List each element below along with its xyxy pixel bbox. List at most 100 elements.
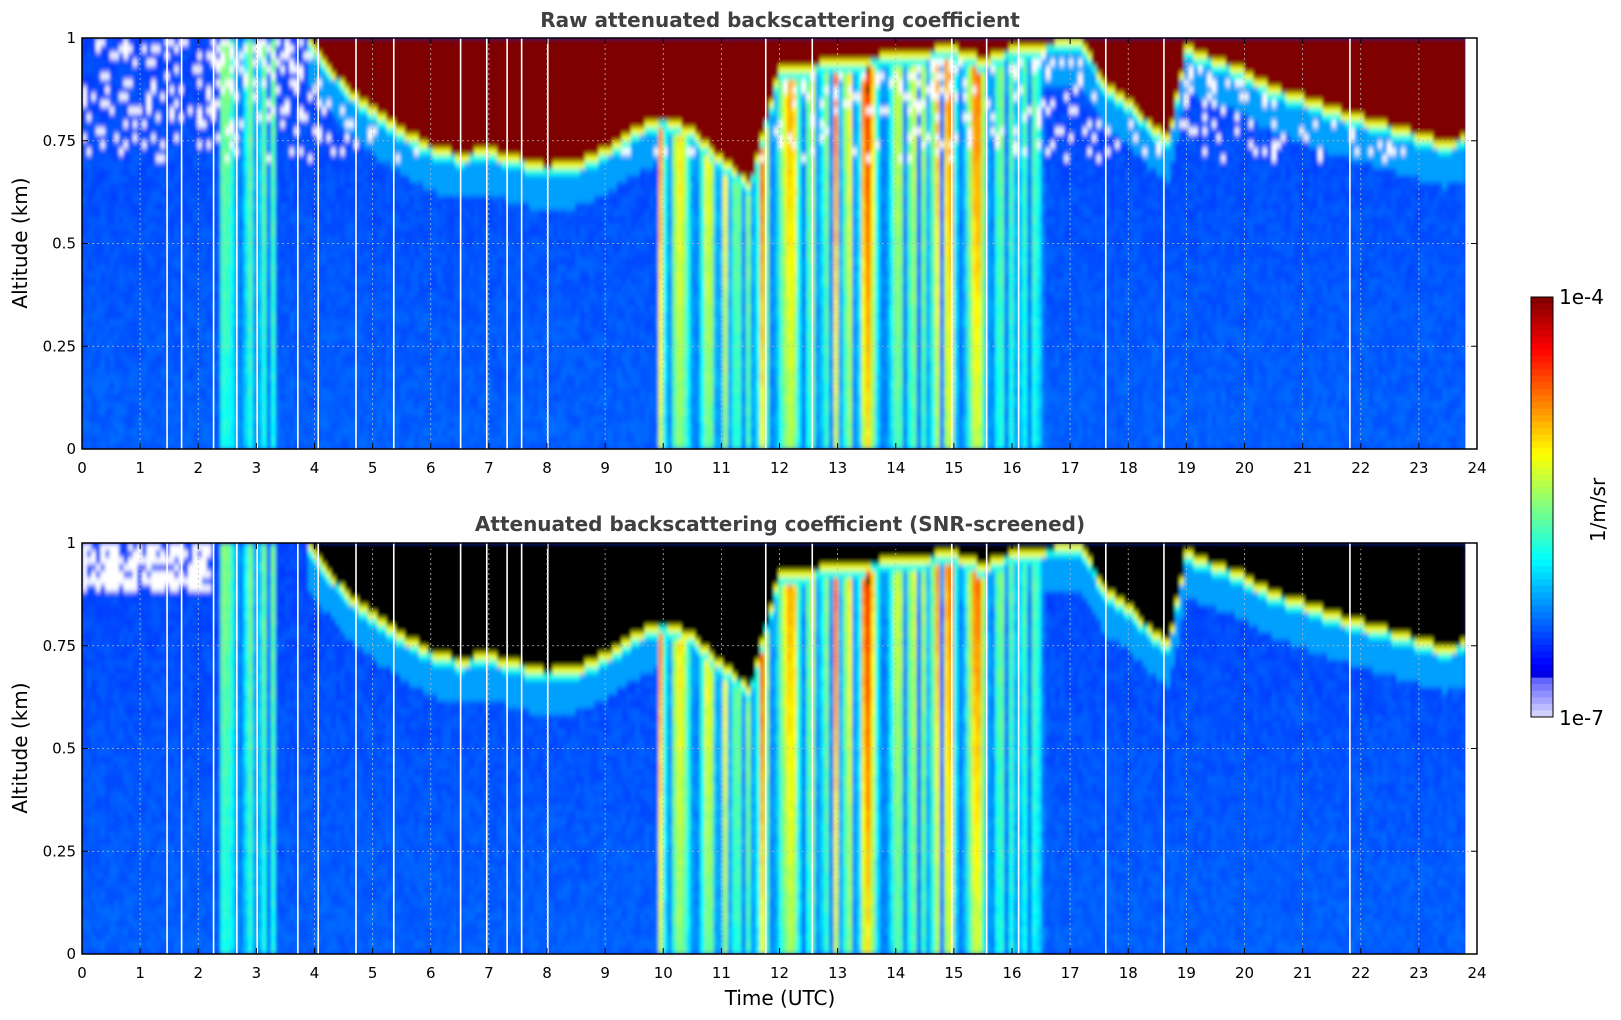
- colorbar-swatch: [1531, 375, 1553, 383]
- x-tick-label: 21: [1293, 964, 1312, 982]
- colorbar-swatch: [1531, 323, 1553, 331]
- x-tick-label: 5: [368, 964, 378, 982]
- x-axis-label: Time (UTC): [724, 986, 836, 1010]
- y-tick-label: 1: [66, 29, 76, 47]
- x-tick-label: 2: [193, 964, 203, 982]
- x-tick-label: 14: [886, 459, 905, 477]
- y-tick-label: 0.25: [43, 337, 76, 355]
- colorbar-swatch: [1531, 697, 1553, 705]
- colorbar-swatch: [1531, 493, 1553, 501]
- data-gap-line: [180, 543, 183, 954]
- panel-screened-ylabel: Altitude (km): [8, 682, 32, 813]
- colorbar-swatch: [1531, 303, 1553, 311]
- x-tick-label: 4: [310, 964, 320, 982]
- colorbar-swatch: [1531, 539, 1553, 547]
- data-gap-line: [1349, 543, 1351, 954]
- colorbar-swatch: [1531, 598, 1553, 606]
- colorbar-swatch: [1531, 487, 1553, 495]
- colorbar-swatch: [1531, 500, 1553, 508]
- colorbar-swatches: [1531, 297, 1553, 718]
- colorbar-swatch: [1531, 415, 1553, 423]
- panel-raw-ticks: 0 1 2 3 4 5 6 7 8 9 10 11 12 13 14 15 16 17 18 19 20 21 22 23 24…: [43, 29, 1487, 477]
- colorbar-swatch: [1531, 342, 1553, 350]
- colorbar-swatch: [1531, 507, 1553, 515]
- colorbar-swatch: [1531, 677, 1553, 685]
- colorbar-swatch: [1531, 461, 1553, 469]
- colorbar-swatch: [1531, 382, 1553, 390]
- colorbar-swatch: [1531, 592, 1553, 600]
- x-tick-label: 24: [1467, 459, 1486, 477]
- y-tick-label: 0: [66, 440, 76, 458]
- x-tick-label: 22: [1351, 459, 1370, 477]
- x-tick-label: 6: [426, 964, 436, 982]
- colorbar-swatch: [1531, 605, 1553, 613]
- colorbar-swatch: [1531, 454, 1553, 462]
- data-gap-line: [950, 543, 953, 954]
- data-gap-line: [985, 38, 988, 449]
- colorbar-swatch: [1531, 585, 1553, 593]
- colorbar-swatch: [1531, 428, 1553, 436]
- panel-raw-grid: [82, 38, 1477, 449]
- colorbar-swatch: [1531, 566, 1553, 574]
- colorbar-swatch: [1531, 657, 1553, 665]
- colorbar-swatch: [1531, 612, 1553, 620]
- colorbar-swatch: [1531, 690, 1553, 698]
- colorbar-swatch: [1531, 671, 1553, 679]
- x-tick-label: 17: [1061, 964, 1080, 982]
- data-gap-line: [950, 38, 953, 449]
- x-tick-label: 17: [1061, 459, 1080, 477]
- x-tick-label: 19: [1177, 964, 1196, 982]
- x-tick-label: 20: [1235, 459, 1254, 477]
- colorbar-swatch: [1531, 395, 1553, 403]
- panel-raw: Raw attenuated backscattering coefficien…: [8, 8, 1487, 477]
- colorbar-min-label: 1e-7: [1559, 706, 1604, 730]
- colorbar-swatch: [1531, 362, 1553, 370]
- colorbar-swatch: [1531, 638, 1553, 646]
- x-tick-label: 0: [77, 459, 87, 477]
- x-tick-label: 10: [654, 964, 673, 982]
- x-tick-label: 10: [654, 459, 673, 477]
- colorbar-swatch: [1531, 546, 1553, 554]
- panel-screened-ticks: 0 1 2 3 4 5 6 7 8 9 10 11 12 13 14 15 16 17 18 19 20 21 22 23 24…: [43, 534, 1487, 982]
- colorbar-swatch: [1531, 356, 1553, 364]
- colorbar-swatch: [1531, 310, 1553, 318]
- x-tick-label: 0: [77, 964, 87, 982]
- panel-screened-grid: [82, 543, 1477, 954]
- data-gap-line: [985, 543, 988, 954]
- x-tick-label: 13: [828, 459, 847, 477]
- x-tick-label: 15: [944, 964, 963, 982]
- heatmap-cells: [82, 543, 1466, 954]
- x-tick-label: 15: [944, 459, 963, 477]
- panel-raw-ylabel: Altitude (km): [8, 177, 32, 308]
- x-tick-label: 24: [1467, 964, 1486, 982]
- x-tick-label: 3: [252, 964, 262, 982]
- y-tick-label: 1: [66, 534, 76, 552]
- data-gap-line: [764, 543, 767, 954]
- colorbar-units-label: 1/m/sr: [1586, 477, 1610, 542]
- x-tick-label: 1: [135, 459, 145, 477]
- x-tick-label: 2: [193, 459, 203, 477]
- colorbar-swatch: [1531, 572, 1553, 580]
- colorbar-swatch: [1531, 447, 1553, 455]
- colorbar-swatch: [1531, 467, 1553, 475]
- x-tick-label: 7: [484, 459, 494, 477]
- colorbar-swatch: [1531, 349, 1553, 357]
- x-tick-label: 8: [542, 964, 552, 982]
- x-tick-label: 21: [1293, 459, 1312, 477]
- panel-screened-title: Attenuated backscattering coefficient (S…: [475, 512, 1085, 536]
- x-tick-label: 19: [1177, 459, 1196, 477]
- colorbar-swatch: [1531, 618, 1553, 626]
- data-gap-line: [485, 543, 488, 954]
- x-tick-label: 9: [600, 459, 610, 477]
- colorbar-frame: [1530, 296, 1554, 718]
- data-gap-line: [459, 543, 462, 954]
- colorbar-swatch: [1531, 644, 1553, 652]
- x-tick-label: 7: [484, 964, 494, 982]
- colorbar-swatch: [1531, 336, 1553, 344]
- x-tick-label: 23: [1409, 964, 1428, 982]
- x-tick-label: 11: [712, 964, 731, 982]
- colorbar-swatch: [1531, 520, 1553, 528]
- colorbar-swatch: [1531, 297, 1553, 305]
- x-tick-label: 1: [135, 964, 145, 982]
